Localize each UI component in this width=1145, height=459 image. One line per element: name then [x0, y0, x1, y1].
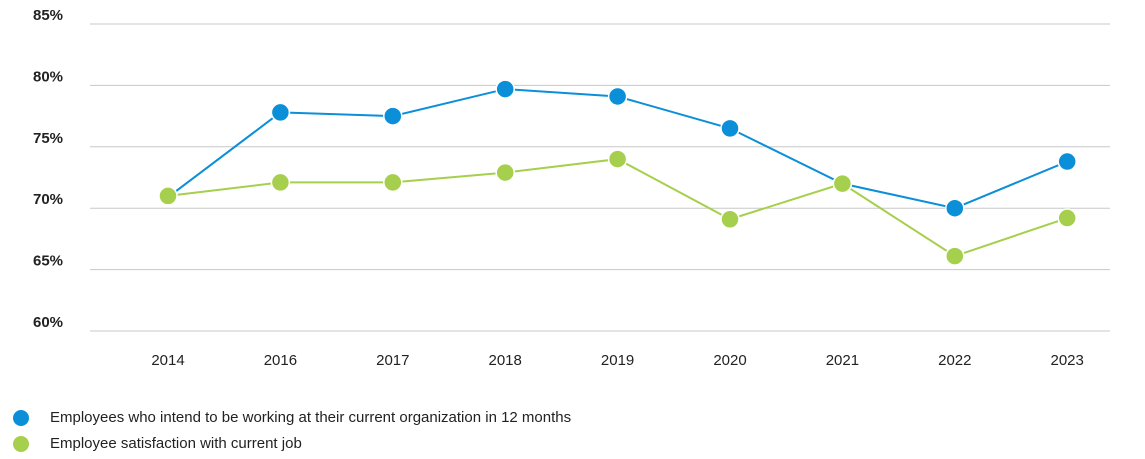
data-point	[495, 79, 515, 99]
x-tick-label: 2020	[713, 352, 746, 369]
legend-label: Employees who intend to be working at th…	[50, 409, 571, 426]
y-tick-label: 60%	[33, 314, 63, 331]
x-tick-label: 2016	[264, 352, 297, 369]
data-point	[383, 172, 403, 193]
y-tick-label: 75%	[33, 130, 63, 147]
x-tick-label: 2017	[376, 352, 409, 369]
legend-marker	[13, 436, 29, 452]
y-tick-label: 70%	[33, 191, 63, 208]
data-point	[1057, 151, 1077, 172]
data-point	[1057, 208, 1077, 228]
series-line	[167, 88, 1068, 210]
y-tick-label: 65%	[33, 253, 63, 270]
y-tick-label: 85%	[33, 7, 63, 24]
x-tick-label: 2019	[601, 352, 634, 369]
legend-label: Employee satisfaction with current job	[50, 435, 302, 452]
x-tick-label: 2018	[489, 352, 522, 369]
x-tick-label: 2023	[1051, 352, 1084, 369]
legend-marker	[13, 410, 29, 426]
data-point	[495, 162, 515, 183]
data-point	[158, 186, 178, 206]
data-point	[720, 209, 740, 230]
data-point	[607, 86, 628, 107]
x-tick-label: 2021	[826, 352, 859, 369]
data-point	[270, 172, 291, 193]
data-point	[383, 106, 403, 126]
data-point	[270, 102, 291, 123]
data-point	[945, 198, 965, 218]
data-point	[720, 118, 740, 139]
series-line	[167, 158, 1068, 258]
data-point	[832, 173, 853, 194]
data-point	[607, 149, 628, 169]
x-tick-label: 2014	[151, 352, 184, 369]
y-tick-label: 80%	[33, 68, 63, 85]
x-tick-label: 2022	[938, 352, 971, 369]
data-point	[945, 246, 965, 266]
